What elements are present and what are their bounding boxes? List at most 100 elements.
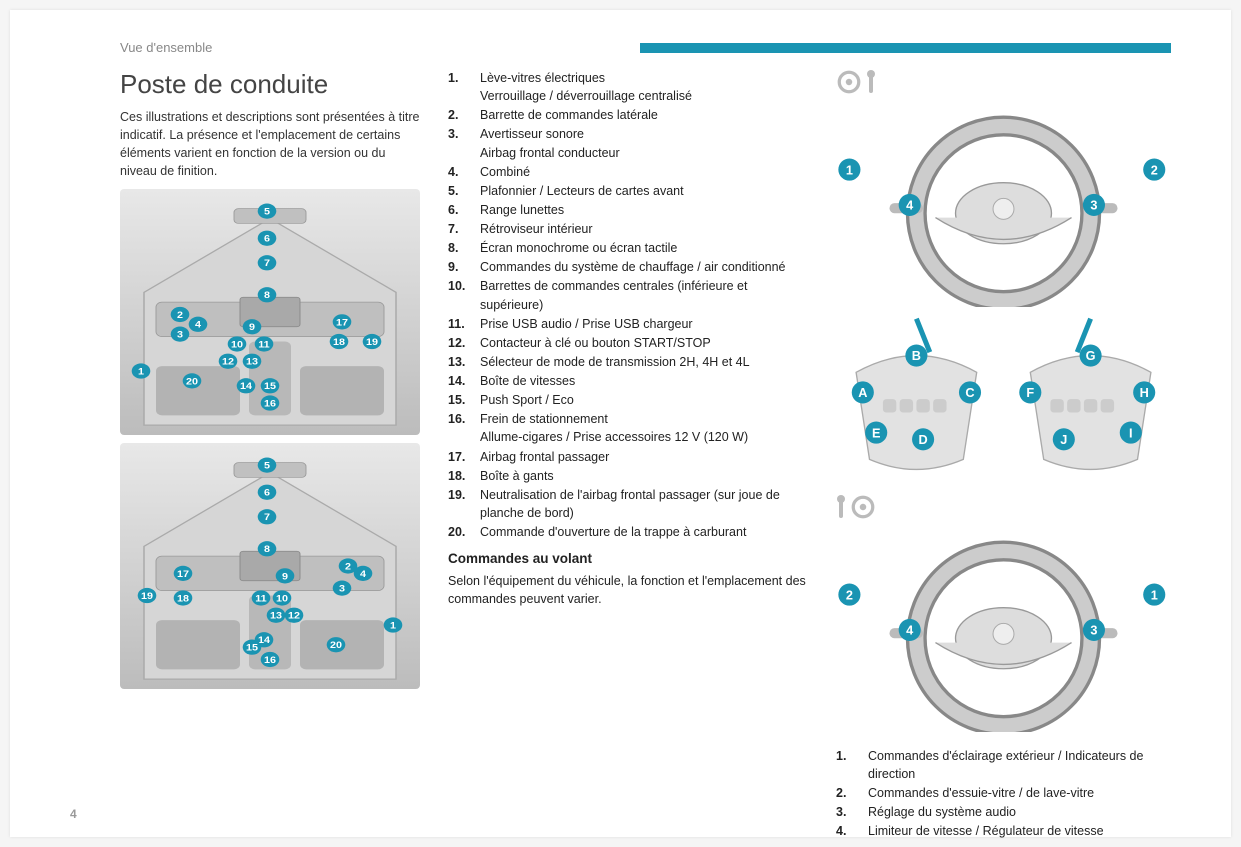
svg-text:4: 4 <box>906 198 913 213</box>
list-item: 19. Neutralisation de l'airbag frontal pa… <box>448 486 808 522</box>
svg-text:9: 9 <box>282 572 289 582</box>
svg-text:I: I <box>1129 425 1133 440</box>
wheel-block-bottom: 2143 <box>836 494 1171 737</box>
svg-text:H: H <box>1140 385 1149 400</box>
svg-text:3: 3 <box>177 330 184 340</box>
svg-text:20: 20 <box>330 640 343 650</box>
list-item: 2.Commandes d'essuie-vitre / de lave-vit… <box>836 784 1171 802</box>
item-number: 12. <box>448 334 470 352</box>
item-text: Lève-vitres électriquesVerrouillage / dé… <box>480 69 808 105</box>
section-label: Vue d'ensemble <box>120 40 640 55</box>
svg-text:7: 7 <box>264 513 271 523</box>
list-item: 6. Range lunettes <box>448 201 808 219</box>
svg-text:8: 8 <box>264 291 271 301</box>
list-item: 8.Écran monochrome ou écran tactile <box>448 239 808 257</box>
svg-text:11: 11 <box>258 340 270 350</box>
steering-wheel-icon <box>850 494 876 520</box>
svg-text:2: 2 <box>177 310 184 320</box>
list-item: 16.Frein de stationnementAllume-cigares … <box>448 410 808 446</box>
svg-text:18: 18 <box>333 337 346 347</box>
item-number: 1. <box>448 69 470 105</box>
wheel-variant-icon-row <box>836 69 1171 95</box>
list-item: 15. Push Sport / Eco <box>448 391 808 409</box>
list-item: 1. Lève-vitres électriquesVerrouillage / … <box>448 69 808 105</box>
svg-text:5: 5 <box>264 461 271 471</box>
item-text: Commandes du système de chauffage / air … <box>480 258 808 276</box>
item-text: Écran monochrome ou écran tactile <box>480 239 808 257</box>
item-number: 5. <box>448 182 470 200</box>
svg-text:J: J <box>1060 432 1067 447</box>
wheel-heading: Commandes au volant <box>448 551 808 566</box>
svg-text:13: 13 <box>270 611 283 621</box>
svg-text:4: 4 <box>195 320 202 330</box>
svg-text:19: 19 <box>141 591 154 601</box>
list-item: 9.Commandes du système de chauffage / ai… <box>448 258 808 276</box>
item-text: Combiné <box>480 163 808 181</box>
svg-text:4: 4 <box>360 569 367 579</box>
item-number: 1. <box>836 747 858 783</box>
svg-text:18: 18 <box>177 594 190 604</box>
svg-text:2: 2 <box>1151 162 1158 177</box>
item-text: Avertisseur sonoreAirbag frontal conduct… <box>480 125 808 161</box>
content-columns: Poste de conduite Ces illustrations et d… <box>120 69 1171 842</box>
item-text: Boîte de vitesses <box>480 372 808 390</box>
svg-text:5: 5 <box>264 207 271 217</box>
svg-text:12: 12 <box>222 357 235 367</box>
svg-text:13: 13 <box>246 357 259 367</box>
column-middle: 1. Lève-vitres électriquesVerrouillage / … <box>448 69 808 842</box>
svg-text:17: 17 <box>336 318 349 328</box>
svg-text:11: 11 <box>255 594 267 604</box>
list-item: 3. Avertisseur sonoreAirbag frontal condu… <box>448 125 808 161</box>
svg-text:3: 3 <box>1090 623 1097 638</box>
gear-lever-icon <box>866 69 876 95</box>
page-title: Poste de conduite <box>120 69 420 100</box>
item-number: 15. <box>448 391 470 409</box>
item-number: 17. <box>448 448 470 466</box>
item-text: Neutralisation de l'airbag frontal passa… <box>480 486 808 522</box>
item-text: Commande d'ouverture de la trappe à carb… <box>480 523 808 541</box>
wheel-control-pads: ABCDEFGHIJ <box>836 312 1171 485</box>
column-right: 1243 ABCDEFGHIJ 2143 1.Commandes d'éclai… <box>836 69 1171 842</box>
item-text: Commandes d'essuie-vitre / de lave-vitre <box>868 784 1171 802</box>
item-text: Contacteur à clé ou bouton START/STOP <box>480 334 808 352</box>
svg-text:F: F <box>1026 385 1034 400</box>
header-accent-bar <box>640 43 1171 53</box>
svg-text:D: D <box>919 432 928 447</box>
wheel-feature-list: 1.Commandes d'éclairage extérieur / Indi… <box>836 747 1171 841</box>
manual-page: Vue d'ensemble Poste de conduite Ces ill… <box>10 10 1231 837</box>
svg-text:3: 3 <box>339 584 346 594</box>
steering-wheel-icon <box>836 69 862 95</box>
item-text: Prise USB audio / Prise USB chargeur <box>480 315 808 333</box>
dashboard-diagram-lhd: 5678243917101112131819120141516 <box>120 189 420 435</box>
svg-text:7: 7 <box>264 259 271 269</box>
svg-text:2: 2 <box>345 562 352 572</box>
svg-text:19: 19 <box>366 337 379 347</box>
item-number: 14. <box>448 372 470 390</box>
wheel-block-top: 1243 ABCDEFGHIJ <box>836 69 1171 484</box>
intro-text: Ces illustrations et descriptions sont p… <box>120 108 420 181</box>
item-text: Rétroviseur intérieur <box>480 220 808 238</box>
item-text: Range lunettes <box>480 201 808 219</box>
item-text: Plafonnier / Lecteurs de cartes avant <box>480 182 808 200</box>
item-number: 3. <box>448 125 470 161</box>
wheel-intro: Selon l'équipement du véhicule, la fonct… <box>448 572 808 608</box>
svg-text:3: 3 <box>1090 198 1097 213</box>
svg-text:8: 8 <box>264 545 271 555</box>
svg-text:A: A <box>858 385 867 400</box>
svg-text:6: 6 <box>264 234 271 244</box>
item-number: 2. <box>448 106 470 124</box>
list-item: 10.Barrettes de commandes centrales (inf… <box>448 277 808 313</box>
svg-text:20: 20 <box>186 377 199 387</box>
svg-text:2: 2 <box>846 587 853 602</box>
item-number: 19. <box>448 486 470 522</box>
item-number: 10. <box>448 277 470 313</box>
item-number: 6. <box>448 201 470 219</box>
gear-lever-icon <box>836 494 846 520</box>
list-item: 20.Commande d'ouverture de la trappe à c… <box>448 523 808 541</box>
item-text: Airbag frontal passager <box>480 448 808 466</box>
svg-text:9: 9 <box>249 323 256 333</box>
svg-text:12: 12 <box>288 611 301 621</box>
dashboard-diagram-rhd: 5678179243101112131918141516201 <box>120 443 420 689</box>
item-text: Push Sport / Eco <box>480 391 808 409</box>
svg-text:16: 16 <box>264 399 277 409</box>
